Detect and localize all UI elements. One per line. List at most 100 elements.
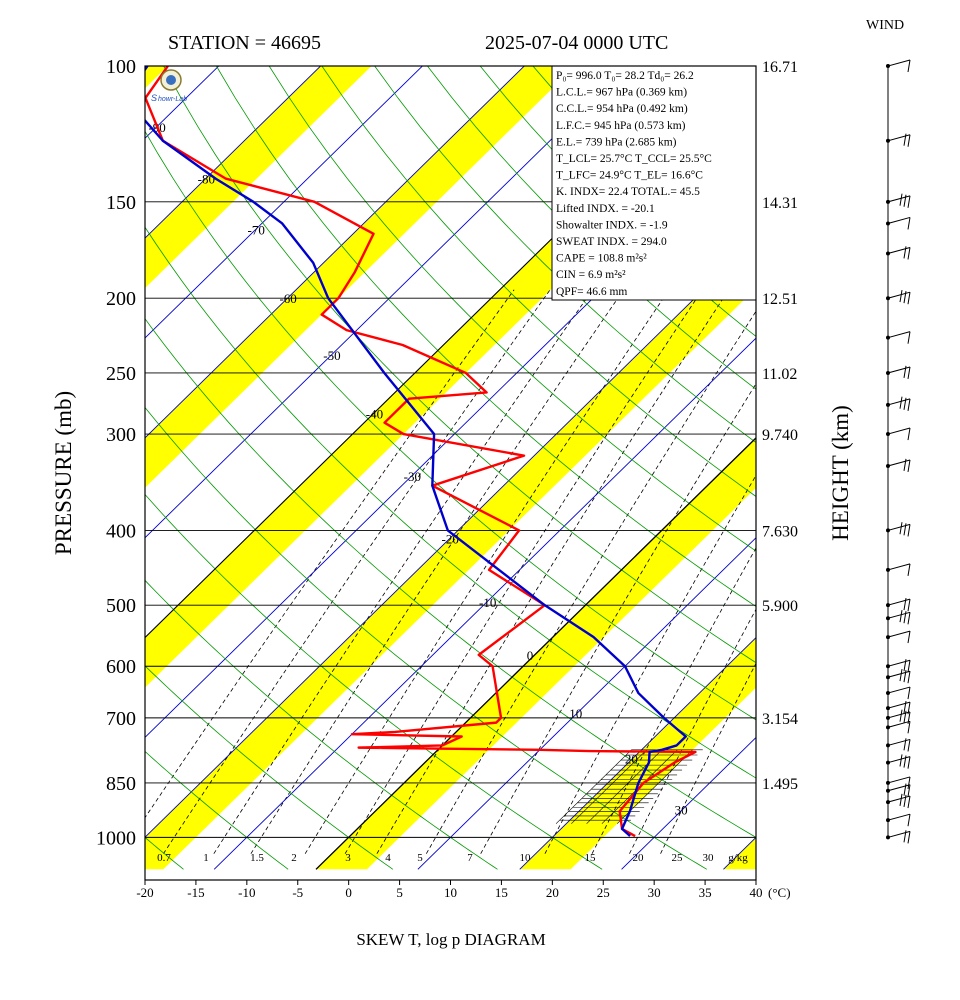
isotherm-label: -40 — [366, 406, 383, 421]
wind-barb-flag — [907, 563, 911, 576]
chart-title: SKEW T, log p DIAGRAM — [356, 930, 545, 949]
wind-barb — [887, 59, 911, 67]
temperature-tick-label: -15 — [187, 885, 204, 900]
isotherm-label: 0 — [527, 648, 534, 663]
wind-barb — [887, 459, 911, 467]
pressure-axis-title: PRESSURE (mb) — [51, 391, 76, 555]
wind-barb-flag — [903, 133, 907, 146]
wind-barb-flag — [907, 776, 911, 790]
pressure-tick-label: 1000 — [96, 827, 136, 849]
isotherm-line — [417, 537, 756, 870]
wind-barb-flag — [899, 610, 903, 623]
wind-barb-flag — [903, 458, 907, 471]
wind-barb-flag — [899, 668, 903, 682]
pressure-tick-label: 150 — [106, 192, 136, 214]
wind-barb — [887, 720, 911, 728]
dewpoint-profile — [145, 66, 687, 837]
wind-barb-flag — [903, 670, 907, 683]
mixing-ratio-lines — [145, 289, 756, 854]
isotherm-line — [0, 31, 153, 870]
wind-barb-flag — [907, 795, 911, 809]
wind-barb-flag — [903, 710, 907, 723]
wind-barb — [887, 784, 911, 792]
isotherm-label: -80 — [198, 172, 215, 187]
height-tick-label: 14.31 — [762, 195, 798, 212]
zero-isotherm — [315, 437, 756, 870]
dry-adiabat — [163, 66, 756, 664]
wind-barb-flag — [899, 709, 903, 722]
wind-barb-flag — [907, 814, 911, 827]
wind-barb-flag — [903, 291, 907, 304]
wind-barb-flag — [907, 784, 911, 797]
mixing-ratio-label: 20 — [633, 852, 645, 864]
index-line: C.C.L.= 954 hPa (0.492 km) — [556, 103, 688, 115]
wind-barb — [887, 598, 911, 606]
mixing-ratio-label: 5 — [417, 852, 423, 864]
wind-barb-flag — [903, 194, 907, 207]
wind-barb-flag — [899, 522, 903, 535]
wind-barb-flag — [899, 289, 903, 303]
wind-barb-flag — [907, 671, 911, 684]
temperature-unit-label: (°C) — [768, 885, 791, 900]
temperature-tick-label: 30 — [648, 885, 661, 900]
index-line: L.F.C.= 945 hPa (0.573 km) — [556, 120, 686, 132]
height-axis: 16.71 14.31 12.51 11.02 9.740 7.630 5.900 3.154… — [762, 59, 798, 793]
wind-barb — [887, 331, 911, 339]
index-line: Showalter INDX. = -1.9 — [556, 219, 668, 231]
wind-barb — [887, 291, 911, 299]
index-line: P₀= 996.0 T₀= 28.2 Td₀= 26.2 — [556, 70, 694, 82]
wind-barb-flag — [903, 246, 907, 259]
mixing-ratio-line — [426, 310, 756, 854]
mixing-ratio-line — [145, 289, 515, 819]
isotherm-label: -20 — [442, 532, 459, 547]
mixing-ratio-line — [544, 474, 756, 854]
wind-barb — [887, 738, 911, 746]
height-tick-label: 1.495 — [762, 776, 798, 793]
mixing-ratio-label: 0.7 — [157, 852, 171, 864]
height-tick-label: 3.154 — [762, 711, 798, 728]
wind-barb-flag — [903, 397, 907, 410]
wind-barb — [887, 670, 911, 678]
wind-barb-flag — [903, 365, 907, 378]
wind-barb — [887, 195, 911, 203]
wind-barb — [887, 366, 911, 374]
wind-barb — [887, 630, 911, 638]
mixing-ratio-label: 3 — [345, 852, 351, 864]
wind-barb-flag — [899, 193, 903, 206]
isotherm-label: 20 — [625, 751, 638, 766]
wind-barb-flag — [907, 195, 911, 208]
wind-label: WIND — [866, 18, 904, 33]
temperature-tick-label: 10 — [444, 885, 457, 900]
index-line: L.C.L.= 967 hPa (0.369 km) — [556, 87, 687, 99]
wind-barb-flag — [907, 134, 911, 147]
temperature-tick-label: 0 — [345, 885, 352, 900]
pressure-tick-label: 500 — [106, 595, 136, 617]
isotherm-line — [145, 66, 525, 439]
isotherm-line — [145, 237, 756, 838]
wind-barb-flag — [907, 599, 911, 612]
wind-barb — [887, 523, 911, 531]
dry-adiabat — [797, 66, 960, 869]
isotherm-line — [0, 31, 51, 870]
mixing-ratio-label: 4 — [385, 852, 391, 864]
isotherm-label: 30 — [675, 802, 688, 817]
wind-barb-flag — [899, 396, 903, 409]
wind-barb — [887, 398, 911, 406]
temperature-tick-label: -20 — [136, 885, 153, 900]
wind-barb — [887, 776, 911, 784]
mixing-ratio-unit: g/kg — [728, 852, 748, 864]
wind-barb-flag — [907, 612, 911, 625]
wind-barb-flag — [903, 611, 907, 624]
wind-barb-flag — [903, 597, 907, 611]
mixing-ratio-line — [250, 289, 625, 854]
station-logo: S howr-Lab — [151, 69, 187, 103]
mixing-ratio-label: 10 — [520, 852, 532, 864]
wind-barb-flag — [907, 247, 911, 260]
mixing-ratio-line — [163, 289, 551, 854]
wind-barb — [887, 701, 911, 709]
temperature-tick-label: 35 — [699, 885, 712, 900]
height-tick-label: 9.740 — [762, 427, 798, 444]
temperature-tick-label: 15 — [495, 885, 508, 900]
isotherm-label: -50 — [323, 348, 340, 363]
